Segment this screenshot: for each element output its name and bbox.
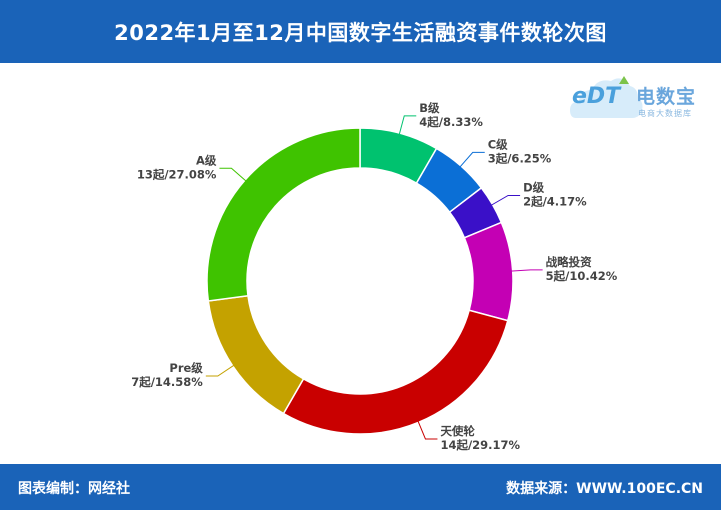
slice-name-label: 天使轮 [440, 424, 475, 438]
logo-subtitle: 电商大数据库 [638, 109, 692, 118]
chart-title: 2022年1月至12月中国数字生活融资事件数轮次图 [114, 20, 607, 45]
slice-name-label: B级 [419, 101, 440, 115]
donut-slice-5 [207, 294, 305, 415]
slice-value-label: 5起/10.42% [546, 269, 618, 283]
donut-slice-3 [463, 221, 514, 322]
slice-value-label: 14起/29.17% [440, 438, 520, 452]
chart-footer: 图表编制：网经社 数据来源：WWW.100EC.CN [0, 464, 721, 510]
slice-name-label: C级 [488, 137, 508, 151]
logo-mark: eDT [572, 84, 621, 109]
donut-slice-6 [206, 127, 361, 302]
cloud-logo-icon [570, 76, 643, 118]
leader-line-1 [457, 151, 485, 170]
leader-line-0 [398, 115, 417, 138]
donut-slice-4 [282, 309, 509, 435]
slice-value-label: 4起/8.33% [419, 115, 483, 129]
footer-credit: 图表编制：网经社 [18, 481, 130, 497]
footer-source: 数据来源：WWW.100EC.CN [506, 481, 703, 497]
leader-line-4 [416, 418, 438, 440]
slice-name-label: A级 [196, 153, 217, 167]
slice-name-label: D级 [523, 181, 545, 195]
slice-name-label: Pre级 [169, 361, 203, 375]
leader-line-6 [219, 167, 249, 184]
slice-value-label: 13起/27.08% [137, 167, 217, 181]
logo-name: 电数宝 [636, 86, 697, 108]
slice-name-label: 战略投资 [546, 255, 592, 269]
leader-line-2 [488, 195, 521, 207]
slice-value-label: 3起/6.25% [488, 151, 552, 165]
slice-value-label: 2起/4.17% [523, 195, 587, 209]
chart-header: 2022年1月至12月中国数字生活融资事件数轮次图 [0, 0, 721, 63]
leader-line-3 [508, 269, 543, 272]
leader-line-5 [205, 363, 237, 377]
slice-value-label: 7起/14.58% [131, 375, 203, 389]
